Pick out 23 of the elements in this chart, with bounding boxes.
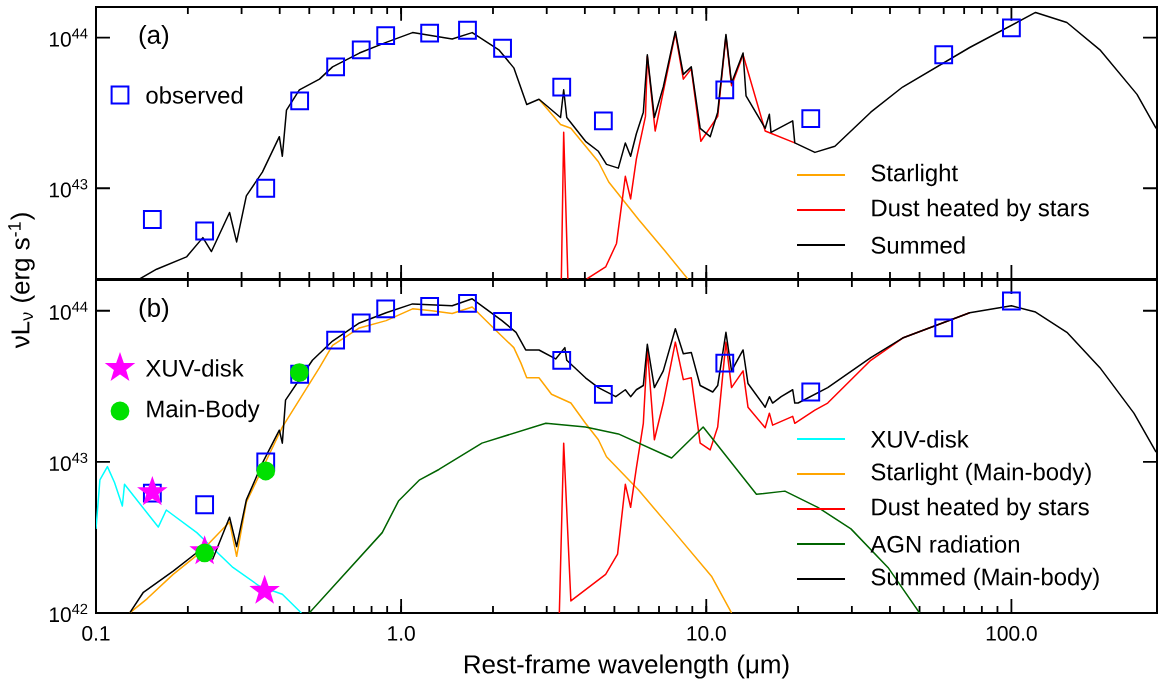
legend-label: observed <box>146 86 243 104</box>
y-tick-label: 10$^{42}$ <box>49 603 88 623</box>
y-tick-label: 10$^{44}$ <box>49 301 88 320</box>
legend-label: Starlight (Main-body) <box>871 462 1091 486</box>
legend-label: XUV-disk <box>145 359 244 377</box>
legend-label: AGN radiation <box>870 535 1019 553</box>
y-tick-label: 10$^{43}$ <box>49 452 88 472</box>
x-tick-label: 100.0 <box>986 625 1037 641</box>
y-tick-label: 10$^{43}$ <box>49 179 88 198</box>
y-tick-label: 10$^{44}$ <box>49 28 88 47</box>
legend-label: Dust heated by stars <box>872 198 1089 222</box>
annotation: (a) <box>139 24 169 50</box>
x-tick-label: 1.0 <box>388 625 415 641</box>
legend-label: Summed <box>871 236 965 254</box>
legend-label: Starlight <box>871 163 958 187</box>
y-axis-title: νL$_{ν}$ (erg s$^{-1}$) <box>8 213 35 349</box>
legend-label: Dust heated by stars <box>872 497 1089 521</box>
x-tick-label: 10.0 <box>687 625 726 641</box>
legend-label: XUV-disk <box>870 430 969 448</box>
x-tick-label: 0.1 <box>82 625 110 641</box>
legend-label: Main-Body <box>147 399 260 423</box>
annotation: (b) <box>139 297 169 323</box>
x-axis-title: Rest-frame wavelength (μm) <box>464 654 789 679</box>
